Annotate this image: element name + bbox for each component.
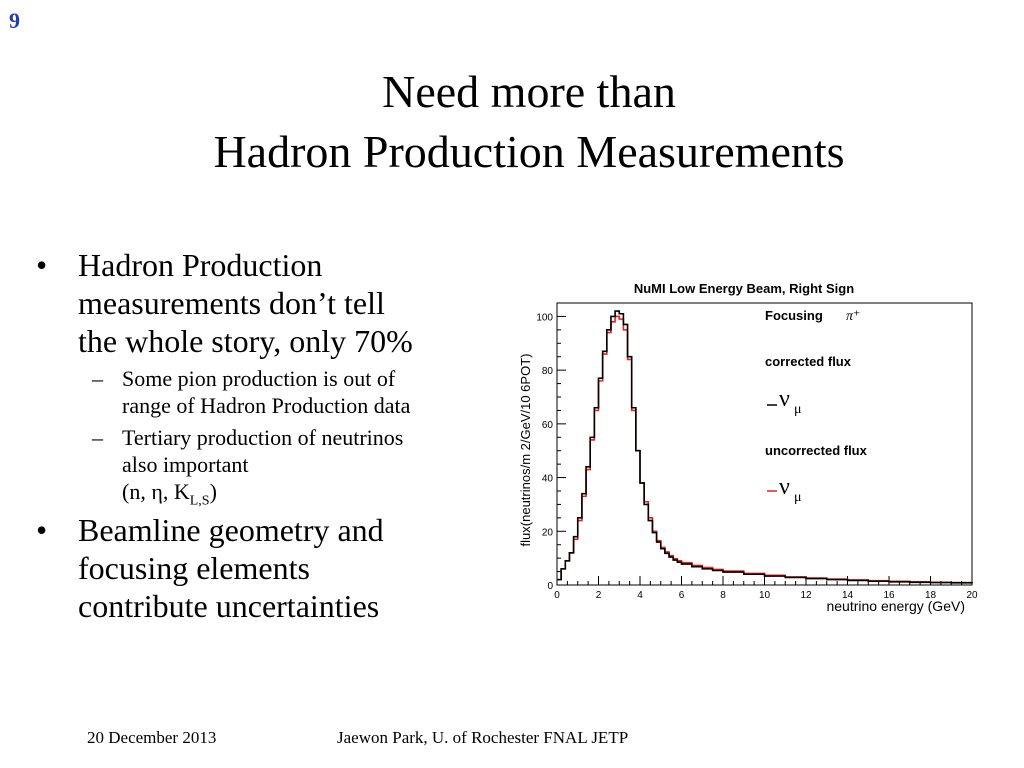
y-axis: 0 20 40 60 80 100 xyxy=(536,312,566,592)
bullet-marker: • xyxy=(36,247,48,283)
particles-suffix: ) xyxy=(209,479,217,504)
subbullet-line: Tertiary production of neutrinos xyxy=(122,425,404,450)
title-line-1: Need more than xyxy=(382,66,676,117)
y-tick-label: 0 xyxy=(547,581,553,592)
legend-uncorrected-label: uncorrected flux xyxy=(765,443,868,458)
bullet-beamline-geometry: • Beamline geometry and focusing element… xyxy=(36,511,506,625)
title-line-2: Hadron Production Measurements xyxy=(213,126,845,177)
subbullet-marker: – xyxy=(92,425,103,450)
y-tick-label: 60 xyxy=(542,420,554,431)
bullet-marker: • xyxy=(36,512,48,548)
subbullet-line: Some pion production is out of xyxy=(122,366,396,391)
subbullet-marker: – xyxy=(92,366,103,391)
bullet-hadron-production: • Hadron Production measurements don’t t… xyxy=(36,246,506,360)
bullet-line: the whole story, only 70% xyxy=(78,323,413,359)
legend-focusing-label: Focusing xyxy=(765,308,823,323)
chart-title: NuMI Low Energy Beam, Right Sign xyxy=(634,281,854,296)
legend-corrected-nu: ν xyxy=(779,386,790,412)
legend-uncorrected-nu: ν xyxy=(779,474,790,500)
x-tick-label: 4 xyxy=(637,590,643,601)
x-tick-label: 14 xyxy=(842,590,854,601)
bullet-line: focusing elements xyxy=(78,550,310,586)
subbullet-pion-production: – Some pion production is out of range o… xyxy=(36,365,506,419)
bullet-line: Beamline geometry and xyxy=(78,512,384,548)
x-tick-label: 10 xyxy=(759,590,771,601)
subbullet-particles: (n, η, KL,S) xyxy=(122,478,506,509)
subbullet-line: also important xyxy=(122,452,249,477)
legend-uncorrected-mu: μ xyxy=(794,490,802,505)
x-axis: 0 2 4 6 8 10 12 14 16 18 20 xyxy=(554,576,978,601)
legend-corrected-mu: μ xyxy=(794,402,802,417)
x-axis-label: neutrino energy (GeV) xyxy=(826,598,965,614)
series-line-corrected xyxy=(557,310,973,584)
y-tick-label: 80 xyxy=(542,366,554,377)
y-tick-label: 40 xyxy=(542,474,554,485)
bullet-line: contribute uncertainties xyxy=(78,588,380,624)
x-tick-label: 18 xyxy=(925,590,937,601)
y-axis-label: flux(neutrinos/m 2/GeV/10 6POT) xyxy=(518,354,533,547)
flux-chart: NuMI Low Energy Beam, Right Sign 0 20 40 60… xyxy=(512,275,982,620)
x-tick-label: 12 xyxy=(800,590,812,601)
x-tick-label: 16 xyxy=(883,590,895,601)
particles-subscript: L,S xyxy=(189,493,210,509)
footer-author: Jaewon Park, U. of Rochester FNAL JETP xyxy=(337,728,629,747)
series-layer xyxy=(557,310,973,584)
y-tick-label: 100 xyxy=(536,312,553,323)
subbullet-tertiary-production: – Tertiary production of neutrinos also … xyxy=(36,424,506,509)
bullet-list: • Hadron Production measurements don’t t… xyxy=(36,246,506,625)
bullet-line: measurements don’t tell xyxy=(78,285,385,321)
slide-number: 9 xyxy=(9,8,20,33)
x-tick-label: 0 xyxy=(554,590,560,601)
flux-chart-svg: NuMI Low Energy Beam, Right Sign 0204060… xyxy=(518,281,978,614)
footer-date: 20 December 2013 xyxy=(87,728,217,747)
bullet-line: Hadron Production xyxy=(78,247,323,283)
legend-corrected-label: corrected flux xyxy=(765,354,852,369)
legend-focusing-symbol: π⁺ xyxy=(846,309,860,324)
x-tick-label: 20 xyxy=(966,590,978,601)
x-tick-label: 8 xyxy=(720,590,726,601)
particles-prefix: (n, η, K xyxy=(122,479,190,504)
x-tick-label: 2 xyxy=(596,590,602,601)
subbullet-line: range of Hadron Production data xyxy=(122,393,411,418)
x-tick-label: 6 xyxy=(679,590,685,601)
slide-title: Need more than Hadron Production Measure… xyxy=(0,62,1024,182)
chart-legend: Focusing π⁺ corrected flux ν μ uncorrect… xyxy=(765,308,868,505)
y-tick-label: 20 xyxy=(542,527,554,538)
